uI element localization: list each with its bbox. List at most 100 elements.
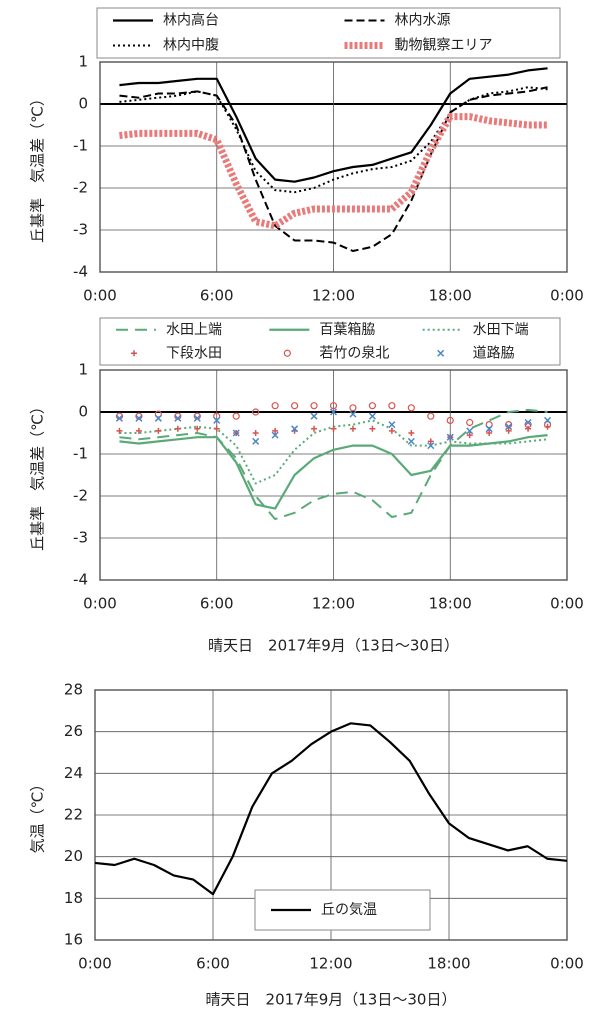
series-line [119,113,548,230]
x-tick-label: 18:00 [429,595,472,613]
y-tick-label: -1 [73,445,88,463]
x-tick-label: 0:00 [550,595,584,613]
marker [310,402,318,410]
marker [466,427,474,435]
legend: 丘の気温 [254,889,431,931]
marker [524,418,532,427]
marker [155,427,162,434]
legend-box [96,7,561,59]
legend-label: 丘の気温 [321,902,377,918]
series-line [119,434,548,510]
series-line [94,722,568,896]
marker [135,414,143,422]
series-line [119,67,548,183]
marker [131,350,137,357]
marker [329,408,338,416]
marker [193,414,201,422]
marker [252,430,259,436]
marker [525,425,532,432]
marker [543,421,552,429]
y-tick-label: -2 [73,487,88,505]
x-tick-label: 6:00 [200,595,234,613]
y-tick-label: -4 [73,263,88,281]
y-tick-label: -1 [73,137,88,155]
marker [485,421,493,429]
x-tick-label: 0:00 [83,595,117,613]
marker [446,416,454,424]
y-tick-label: 28 [64,681,83,699]
marker [154,414,162,422]
y-tick-label: 1 [78,361,88,379]
y-axis-label: 丘基準 気温差（℃） [29,91,47,243]
marker [291,425,299,433]
marker [437,349,445,357]
marker [311,425,318,432]
y-tick-label: 0 [78,403,88,421]
x-tick-label: 12:00 [309,955,352,973]
legend-label: 水田下端 [473,322,529,338]
legend-label: 百葉箱脇 [319,322,375,338]
legend-label: 林内中腹 [163,37,219,54]
marker [290,402,299,410]
marker [271,402,279,410]
y-tick-label: -2 [73,179,88,197]
legend-label: 林内水源 [395,13,451,29]
legend-box [99,317,561,366]
marker [252,408,260,416]
marker [283,349,291,357]
y-tick-label: 1 [78,53,88,71]
marker [485,425,493,433]
marker [213,416,221,424]
marker [446,433,454,441]
marker [349,410,357,418]
marker [232,412,240,420]
y-axis-label: 丘基準 気温差（℃） [29,399,47,551]
marker [486,430,493,436]
y-tick-label: 22 [64,806,83,824]
legend-label: 動物観察エリア [395,37,493,54]
marker [505,427,512,434]
marker [329,402,338,410]
marker [252,437,260,445]
marker [213,412,221,420]
x-tick-label: 6:00 [200,287,234,305]
marker [271,431,279,439]
marker [272,427,279,434]
y-tick-label: -3 [73,529,88,547]
x-tick-label: 0:00 [78,955,112,973]
legend-label: 下段水田 [166,345,222,361]
x-tick-label: 12:00 [312,595,355,613]
x-tick-label: 6:00 [196,955,230,973]
marker [116,427,123,434]
marker [388,421,396,429]
marker [427,412,435,420]
y-tick-label: 26 [64,722,83,740]
x-tick-label: 0:00 [550,955,584,973]
y-tick-label: -4 [73,571,88,589]
marker [388,427,395,434]
x-tick-label: 18:00 [429,287,472,305]
x-axis-label: 晴天日 2017年9月（13日～30日） [206,991,457,1009]
marker [135,427,142,434]
series-line [119,408,548,521]
y-tick-label: -3 [73,221,88,239]
marker [330,425,337,432]
marker [115,414,123,422]
marker [194,425,201,432]
legend-label: 若竹の泉北 [319,344,389,361]
marker [349,404,357,412]
x-tick-label: 18:00 [427,955,470,973]
marker [408,430,415,436]
marker [368,412,376,420]
marker [174,414,182,422]
y-tick-label: 18 [64,889,83,907]
x-tick-label: 0:00 [83,287,117,305]
marker [427,442,435,450]
marker [369,425,376,432]
marker [466,432,473,439]
y-tick-label: 0 [78,95,88,113]
legend-label: 水田上端 [166,322,222,338]
marker [368,402,377,410]
